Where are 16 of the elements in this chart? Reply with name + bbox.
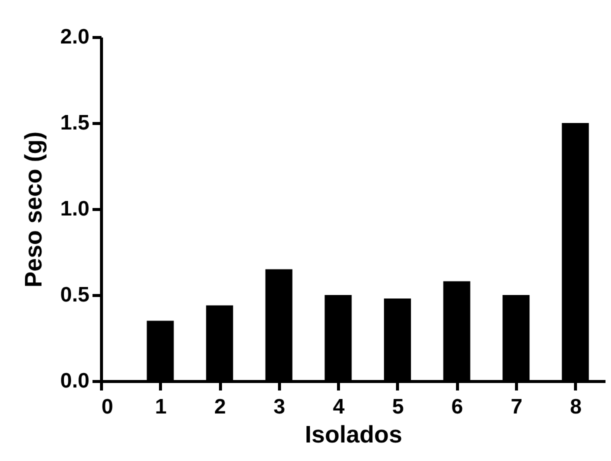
x-tick-label: 2 — [214, 396, 226, 418]
x-tick-label: 3 — [274, 396, 286, 418]
x-tick-label: 0 — [102, 396, 114, 418]
x-tick-label: 5 — [392, 396, 404, 418]
x-tick-label: 4 — [332, 396, 345, 418]
y-tick-label: 1.5 — [60, 112, 90, 134]
x-tick-label: 8 — [570, 396, 582, 418]
x-tick-label: 6 — [451, 396, 464, 418]
x-tick-label: 7 — [510, 396, 522, 418]
y-axis-title: Peso seco (g) — [20, 131, 48, 288]
y-tick-label: 2.0 — [60, 26, 90, 48]
x-tick-label: 1 — [154, 396, 167, 418]
y-tick-label: 1.0 — [60, 198, 90, 220]
y-tick-label: 0.5 — [60, 284, 90, 306]
y-tick-label: 0.0 — [60, 370, 90, 392]
x-axis-title: Isolados — [304, 422, 402, 448]
